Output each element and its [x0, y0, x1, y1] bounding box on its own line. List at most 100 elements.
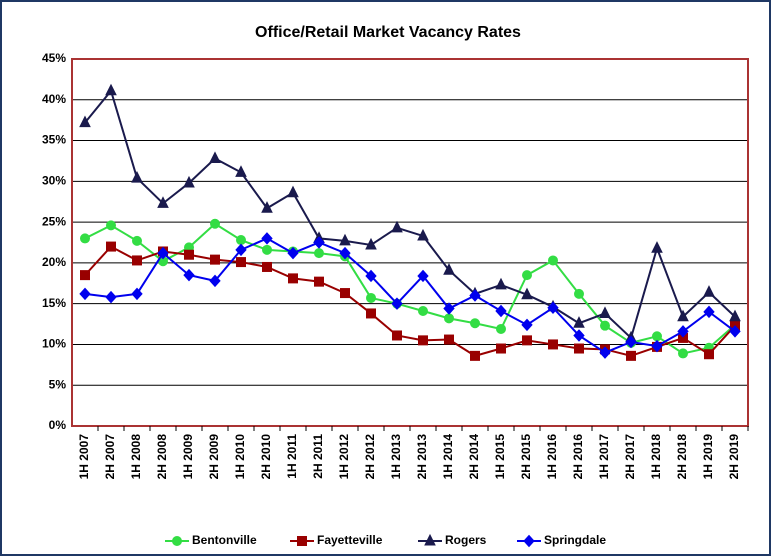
marker [417, 228, 429, 241]
chart-title: Office/Retail Market Vacancy Rates [255, 24, 521, 41]
marker [522, 270, 532, 281]
marker [80, 270, 90, 281]
marker [131, 287, 143, 301]
marker [106, 241, 116, 252]
marker [184, 249, 194, 260]
y-tick-label: 15% [42, 296, 66, 310]
marker [626, 350, 636, 361]
legend-entry: Bentonville [165, 533, 257, 547]
marker [496, 343, 506, 354]
marker [548, 339, 558, 350]
marker [157, 246, 169, 260]
marker [599, 346, 611, 359]
marker [183, 175, 195, 188]
marker [521, 287, 533, 300]
marker [548, 255, 558, 266]
marker [262, 261, 272, 272]
marker [729, 309, 741, 322]
y-tick-label: 45% [42, 51, 66, 65]
marker [678, 348, 688, 359]
y-tick-label: 0% [49, 418, 67, 432]
y-tick-label: 25% [42, 214, 66, 228]
marker [443, 263, 455, 275]
marker [496, 323, 506, 334]
marker [80, 233, 90, 244]
marker [172, 536, 182, 546]
marker [574, 343, 584, 354]
marker [340, 288, 350, 299]
marker [288, 273, 298, 284]
marker [132, 255, 142, 266]
marker [106, 220, 116, 231]
x-tick-label: 2H 2011 [311, 434, 325, 479]
x-tick-label: 2H 2014 [467, 434, 481, 480]
marker [495, 304, 507, 318]
marker [236, 257, 246, 268]
marker [235, 243, 247, 257]
marker [209, 151, 221, 163]
marker [443, 302, 455, 315]
marker [495, 277, 507, 290]
marker [79, 115, 91, 128]
marker [105, 83, 117, 96]
marker [677, 309, 689, 322]
marker [444, 334, 454, 345]
y-tick-label: 20% [42, 255, 66, 269]
x-tick-label: 2H 2009 [207, 434, 221, 480]
marker [131, 170, 143, 183]
x-tick-label: 2H 2008 [155, 434, 169, 480]
y-tick-label: 40% [42, 92, 66, 106]
x-tick-label: 1H 2014 [441, 434, 455, 480]
marker [470, 318, 480, 329]
x-tick-label: 2H 2010 [259, 434, 273, 480]
y-tick-label: 30% [42, 174, 66, 188]
marker [210, 218, 220, 229]
marker [417, 269, 429, 283]
x-tick-label: 1H 2019 [701, 434, 715, 480]
marker [418, 306, 428, 317]
marker [261, 201, 273, 213]
x-tick-label: 2H 2019 [727, 434, 741, 480]
y-tick-label: 10% [42, 337, 66, 351]
marker [418, 335, 428, 346]
y-tick-label: 35% [42, 133, 66, 147]
marker [470, 350, 480, 361]
marker [599, 306, 611, 318]
marker [297, 536, 307, 546]
x-tick-label: 1H 2013 [389, 434, 403, 480]
marker [704, 349, 714, 360]
marker [469, 289, 481, 302]
x-tick-label: 1H 2017 [597, 434, 611, 480]
x-tick-label: 1H 2009 [181, 434, 195, 480]
marker [209, 274, 221, 288]
marker [314, 276, 324, 287]
marker [522, 335, 532, 346]
marker [287, 246, 299, 260]
marker [365, 269, 377, 283]
marker [262, 244, 272, 255]
x-tick-label: 1H 2010 [233, 434, 247, 480]
marker [392, 330, 402, 341]
x-tick-label: 1H 2018 [649, 434, 663, 480]
marker [183, 268, 195, 282]
marker [105, 290, 117, 304]
marker [547, 301, 559, 314]
marker [313, 236, 325, 249]
marker [729, 325, 741, 338]
marker [521, 318, 533, 332]
marker [157, 196, 169, 208]
x-tick-label: 1H 2008 [129, 434, 143, 480]
marker [210, 254, 220, 265]
legend-label: Fayetteville [317, 533, 383, 547]
marker [236, 235, 246, 246]
x-tick-label: 1H 2011 [285, 434, 299, 479]
x-tick-label: 1H 2015 [493, 434, 507, 480]
x-tick-label: 2H 2007 [103, 434, 117, 480]
y-tick-label: 5% [49, 377, 67, 391]
marker [651, 241, 663, 253]
legend-label: Rogers [445, 533, 487, 547]
marker [391, 220, 403, 233]
marker [235, 165, 247, 177]
x-tick-label: 2H 2017 [623, 434, 637, 480]
marker [677, 325, 689, 338]
